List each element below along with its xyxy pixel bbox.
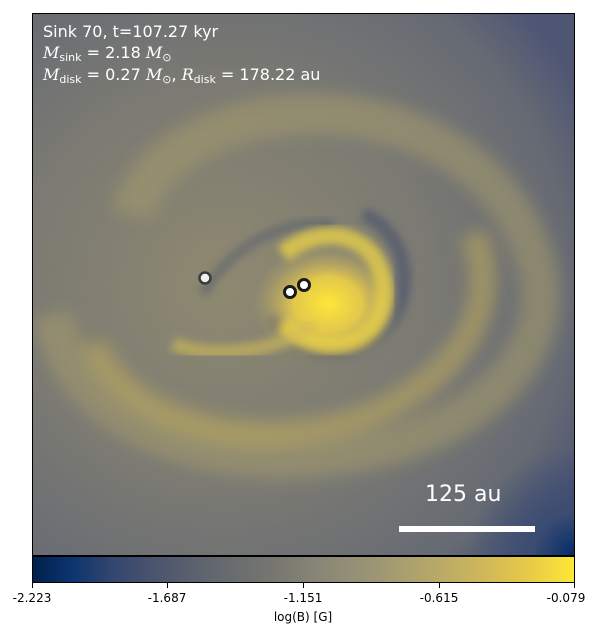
colorbar-label: log(B) [G] (273, 610, 333, 624)
colorbar-tick-label: -2.223 (12, 591, 52, 605)
field-image (33, 14, 574, 555)
colorbar-tick-label: -1.687 (147, 591, 187, 605)
scale-bar (399, 526, 535, 532)
colorbar-tick (303, 583, 304, 588)
colorbar-tick-label: -0.079 (546, 591, 586, 605)
scale-bar-label: 125 au (425, 482, 502, 507)
magnetic-field-map: Sink 70, t=107.27 kyr Msink = 2.18 M⊙ Md… (32, 13, 575, 556)
colorbar-tick (574, 583, 575, 588)
panel-title: Sink 70, t=107.27 kyr (43, 22, 219, 41)
colorbar-tick-label: -1.151 (283, 591, 323, 605)
colorbar-tick-label: -0.615 (419, 591, 459, 605)
colorbar-tick (439, 583, 440, 588)
disk-properties-label: Mdisk = 0.27 M⊙, Rdisk = 178.22 au (43, 65, 321, 86)
sink-marker (283, 285, 297, 299)
sink-marker (198, 271, 212, 285)
colorbar (32, 556, 575, 583)
colorbar-tick (32, 583, 33, 588)
sink-mass-label: Msink = 2.18 M⊙ (43, 43, 172, 64)
colorbar-tick (167, 583, 168, 588)
sink-marker (297, 278, 311, 292)
